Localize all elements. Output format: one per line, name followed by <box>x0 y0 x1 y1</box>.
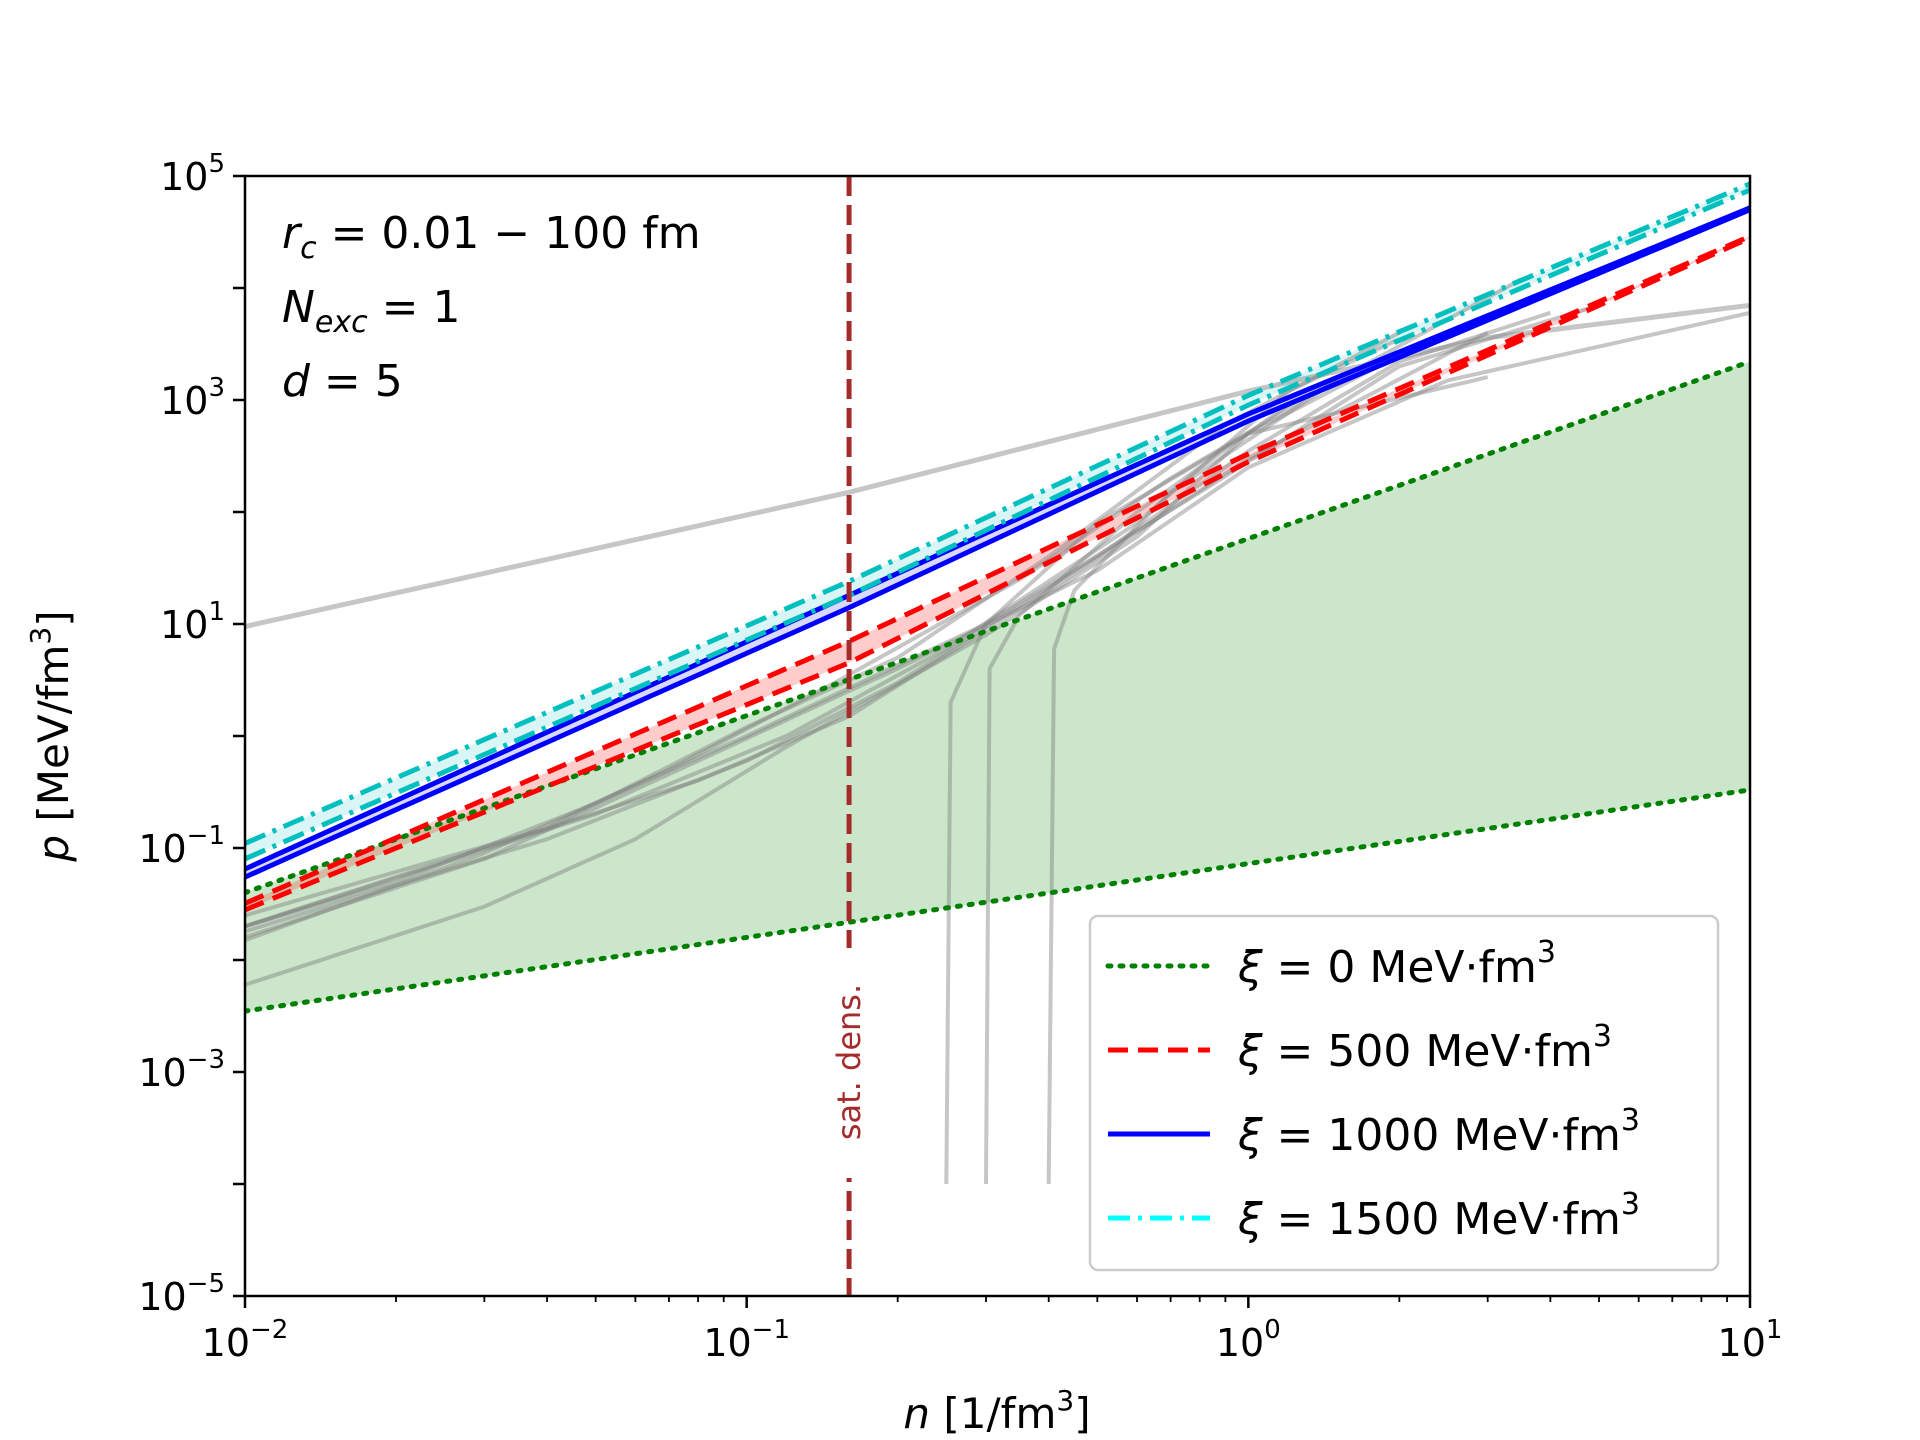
gray-curve-4 <box>245 337 1401 929</box>
gray-curve-2 <box>245 310 1552 934</box>
annotation-d: d = 5 <box>282 356 403 407</box>
legend: ξ = 0 MeV·fm3 ξ = 500 MeV·fm3 ξ = 1000 MeV… <box>1088 914 1720 1272</box>
y-tick-label-5: 105 <box>160 149 225 199</box>
gray-curve-10 <box>245 303 1600 929</box>
y-tick-label-3: 101 <box>160 597 225 647</box>
gray-curves <box>245 277 1750 1185</box>
gray-curve-9 <box>1046 378 1338 1185</box>
series-2-line-1 <box>245 205 1750 872</box>
series-0-line-1 <box>245 359 1750 896</box>
gray-curve-0 <box>245 302 1750 629</box>
y-tick-label-0: 10−5 <box>138 1269 225 1319</box>
x-tick-label-2: 100 <box>1216 1315 1281 1365</box>
gray-curve-8 <box>984 403 1290 1185</box>
axis-ticks: 10−2 10−1 100 101 10−5 10−3 10−1 101 103 105 <box>138 149 1782 1365</box>
plot-frame <box>243 174 1752 1298</box>
annotation-nexc: Nexc = 1 <box>282 282 460 340</box>
series-1-line-0 <box>245 235 1750 913</box>
x-axis-label: n [1/fm3] <box>903 1384 1090 1438</box>
gray-curve-3 <box>245 375 1489 987</box>
legend-label-2: ξ = 1000 MeV·fm3 <box>1237 1103 1640 1161</box>
gray-curve-11 <box>245 310 1750 940</box>
y-tick-label-2: 10−1 <box>138 821 225 871</box>
x-tick-label-0: 10−2 <box>202 1315 289 1365</box>
band-fill-3 <box>245 183 1750 859</box>
series-lines <box>245 181 1750 1014</box>
legend-label-3: ξ = 1500 MeV·fm3 <box>1237 1187 1640 1245</box>
saturation-density-label: sat. dens. <box>830 984 868 1140</box>
x-tick-label-3: 101 <box>1718 1315 1783 1365</box>
legend-label-0: ξ = 0 MeV·fm3 <box>1237 935 1556 993</box>
y-axis-label: p [MeV/fm3] <box>24 610 78 862</box>
legend-label-1: ξ = 500 MeV·fm3 <box>1237 1019 1612 1077</box>
parameter-annotations: rc = 0.01 − 100 fm Nexc = 1 d = 5 <box>282 208 701 407</box>
series-3-line-0 <box>245 187 1750 862</box>
series-0-line-0 <box>245 787 1750 1014</box>
annotation-rc: rc = 0.01 − 100 fm <box>282 208 701 266</box>
band-fills <box>245 183 1750 1012</box>
series-2-line-0 <box>245 207 1750 880</box>
series-1-line-1 <box>245 233 1750 906</box>
band-fill-0 <box>245 361 1750 1012</box>
y-tick-label-1: 10−3 <box>138 1045 225 1095</box>
saturation-density-marker: sat. dens. <box>830 176 868 1296</box>
saturation-density-label-bg <box>831 948 868 1178</box>
gray-curve-7 <box>944 353 1401 1185</box>
legend-box <box>1088 914 1720 1272</box>
y-tick-label-4: 103 <box>160 373 225 423</box>
x-tick-label-1: 10−1 <box>703 1315 790 1365</box>
legend-entries: ξ = 0 MeV·fm3 ξ = 500 MeV·fm3 ξ = 1000 MeV… <box>1105 935 1640 1245</box>
